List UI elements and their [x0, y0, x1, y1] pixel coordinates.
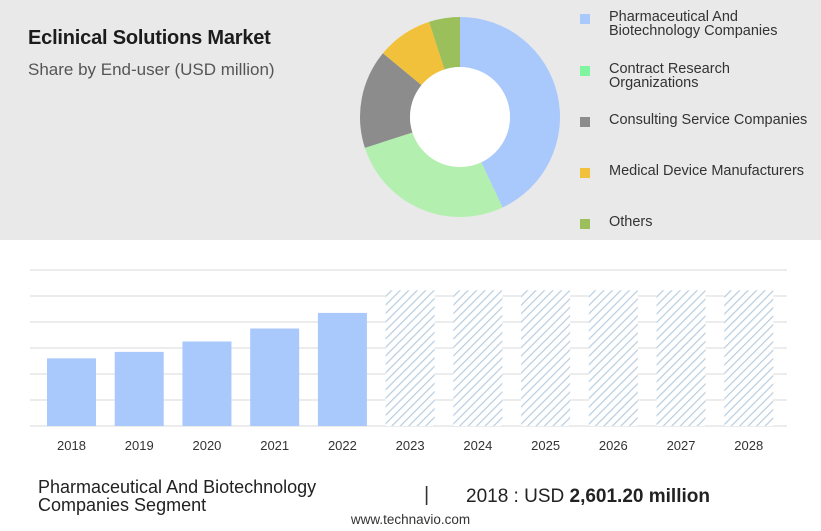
legend-label: Pharmaceutical And Biotechnology Compani…: [609, 9, 778, 39]
legend-label: Consulting Service Companies: [609, 112, 808, 128]
segment-label-line2: Companies Segment: [38, 495, 207, 515]
bar-2018: [47, 358, 96, 426]
segment-value-amount: 2,601.20 million: [569, 486, 710, 507]
bar-2021: [250, 328, 300, 426]
segment-label: Pharmaceutical And Biotechnology Compani…: [38, 478, 398, 514]
x-tick-label: 2024: [463, 438, 492, 453]
forecast-bar-2023: [385, 290, 435, 426]
website-link[interactable]: www.technavio.com: [350, 512, 471, 527]
x-tick-label: 2027: [667, 438, 696, 453]
bar-2019: [114, 351, 164, 426]
donut-hole: [410, 67, 510, 167]
bar-2022: [317, 312, 367, 426]
bar-2020: [182, 341, 232, 426]
segment-value: 2018 : USD 2,601.20 million: [466, 486, 710, 508]
forecast-bar-2026: [588, 290, 638, 426]
legend-label: Contract Research Organizations: [609, 61, 730, 91]
forecast-bar-2028: [724, 290, 774, 426]
donut-slice-2: [364, 132, 503, 217]
x-tick-label: 2028: [734, 438, 763, 453]
legend-swatch-icon: [580, 14, 590, 24]
x-tick-label: 2023: [396, 438, 425, 453]
chart-subtitle: Share by End-user (USD million): [28, 60, 275, 79]
forecast-bar-2024: [453, 290, 503, 426]
x-tick-label: 2025: [531, 438, 560, 453]
donut-chart: [360, 17, 560, 217]
legend-swatch-icon: [580, 66, 590, 76]
legend-label: Medical Device Manufacturers: [609, 163, 805, 179]
forecast-bar-2027: [656, 290, 706, 426]
x-tick-label: 2022: [328, 438, 357, 453]
legend-swatch-icon: [580, 117, 590, 127]
forecast-bar-2025: [521, 290, 571, 426]
x-tick-label: 2018: [57, 438, 86, 453]
chart-title: Eclinical Solutions Market: [28, 27, 271, 49]
x-tick-label: 2020: [192, 438, 221, 453]
segment-value-prefix: 2018 : USD: [466, 486, 565, 507]
footer-separator: |: [424, 484, 430, 506]
x-tick-label: 2026: [599, 438, 628, 453]
legend-swatch-icon: [580, 168, 590, 178]
x-tick-label: 2021: [260, 438, 289, 453]
bar-chart: 2018 2019 2020 2021 2022 2023 2024 2025 2026 2027…: [30, 269, 787, 453]
donut-slice-1: [460, 17, 560, 208]
donut-slice-3: [360, 53, 422, 148]
x-tick-label: 2019: [125, 438, 154, 453]
legend-swatch-icon: [580, 219, 590, 229]
donut-slice-4: [382, 21, 445, 86]
legend-label: Others: [609, 214, 653, 230]
donut-slice-5: [429, 17, 460, 70]
segment-label-line1: Pharmaceutical And Biotechnology: [38, 477, 317, 497]
